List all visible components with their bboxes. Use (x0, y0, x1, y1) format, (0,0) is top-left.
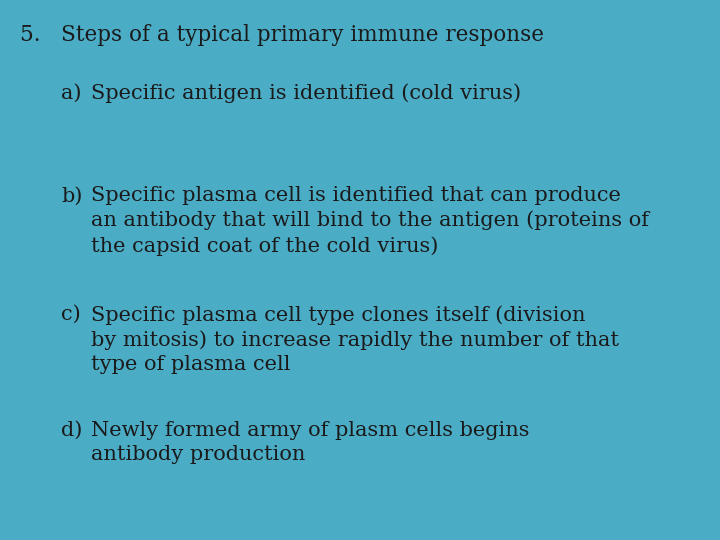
Text: Newly formed army of plasm cells begins
antibody production: Newly formed army of plasm cells begins … (91, 421, 530, 464)
Text: c): c) (61, 305, 81, 324)
Text: Specific plasma cell is identified that can produce
an antibody that will bind t: Specific plasma cell is identified that … (91, 186, 649, 255)
Text: Specific antigen is identified (cold virus): Specific antigen is identified (cold vir… (91, 84, 521, 103)
Text: b): b) (61, 186, 83, 205)
Text: 5.   Steps of a typical primary immune response: 5. Steps of a typical primary immune res… (20, 24, 544, 46)
Text: d): d) (61, 421, 83, 440)
Text: Specific plasma cell type clones itself (division
by mitosis) to increase rapidl: Specific plasma cell type clones itself … (91, 305, 619, 374)
Text: a): a) (61, 84, 81, 103)
